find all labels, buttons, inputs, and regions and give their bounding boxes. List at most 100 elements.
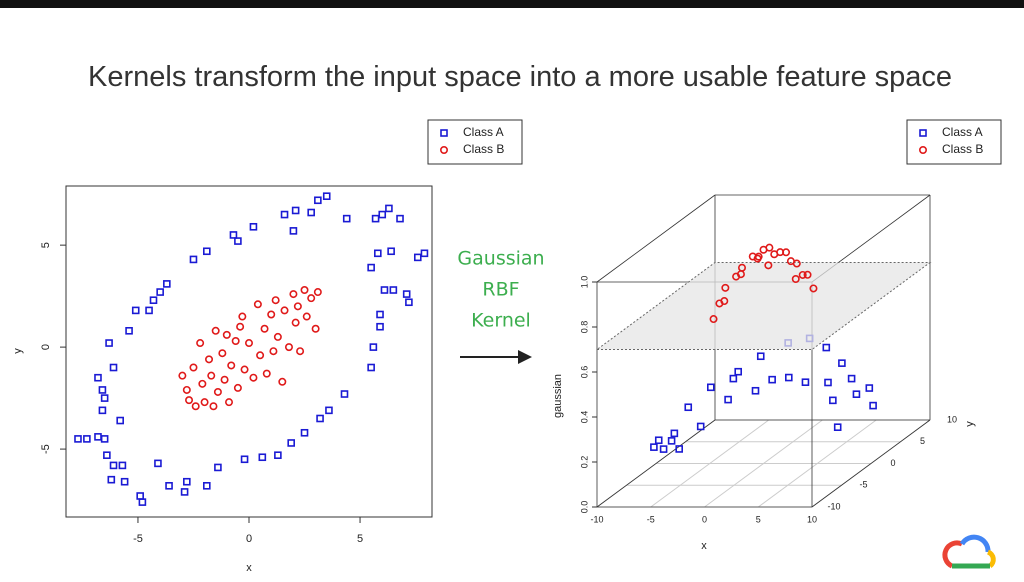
point [284,343,293,352]
point [236,322,245,331]
point [847,374,856,383]
point [196,339,205,348]
y-axis-label: y [12,348,24,354]
point [156,288,164,296]
point [405,298,413,307]
point [138,498,147,506]
point [684,403,693,412]
arrow-head [518,350,532,364]
point [367,363,375,372]
z-tick-label: 0.2 [579,456,589,469]
box-edge [811,419,931,508]
point [822,343,831,352]
point [300,428,309,437]
point [278,377,287,386]
point [227,361,236,370]
point [274,451,282,460]
point [803,270,812,279]
point [260,324,269,333]
point [116,416,124,425]
x-tick-label: -5 [647,514,655,524]
z-tick-label: 0.0 [579,501,589,514]
point [136,492,144,500]
legend-marker [439,146,448,155]
point [109,461,118,470]
point [768,375,776,384]
point [734,367,743,376]
point [178,371,187,380]
point [94,373,102,382]
point [369,343,378,351]
point [371,214,380,223]
point [784,373,793,382]
point [322,192,331,200]
kernel-label: Gaussian [457,248,544,270]
point [724,395,732,404]
point [374,249,382,258]
point [852,390,861,399]
point [238,312,247,321]
point [376,310,384,319]
point [764,261,773,270]
point [280,306,289,315]
point [314,196,322,205]
point [222,330,231,339]
kernel-label: RBF [482,279,519,301]
legend-marker [440,129,448,137]
point [420,249,429,258]
point [721,283,730,292]
point [262,369,271,378]
z-tick-label: 0.6 [579,366,589,379]
slide-title: Kernels transform the input space into a… [88,61,953,93]
cloud-logo [942,534,996,569]
point [367,263,375,272]
point [754,252,763,261]
y-tick-label: -10 [827,501,840,511]
y-tick-label: -5 [40,444,52,454]
point [107,475,116,484]
x-axis-label: x [701,540,707,552]
point [670,429,679,438]
point [203,481,211,490]
point [287,439,295,447]
point [118,461,127,470]
x-tick-label: 5 [357,533,363,545]
point [182,385,191,394]
point [131,306,140,315]
point [342,214,351,223]
point [165,481,173,490]
point [249,373,258,382]
legend-label: Class A [942,125,983,139]
point [189,255,198,264]
point [765,243,774,252]
point [289,227,298,235]
point [709,315,718,324]
point [273,332,282,341]
point [650,443,658,451]
point [809,284,818,293]
point [211,326,220,335]
point [103,451,111,460]
point [751,386,760,395]
point [205,355,214,364]
point [291,206,300,215]
point [865,384,874,392]
point [229,231,238,239]
point [269,347,278,356]
z-axis-label: gaussian [552,374,564,418]
decision-plane [595,262,932,350]
point [389,286,398,294]
plot-frame [65,185,433,518]
point [145,306,153,315]
point [300,286,309,295]
point [798,270,807,279]
point [296,347,305,356]
legend-marker [918,146,927,155]
legend-marker [919,129,927,137]
point [200,398,209,407]
kernel-label: Kernel [471,310,531,332]
legend-label: Class B [942,142,983,156]
x-tick-label: -5 [133,533,143,545]
x-tick-label: -10 [590,514,603,524]
